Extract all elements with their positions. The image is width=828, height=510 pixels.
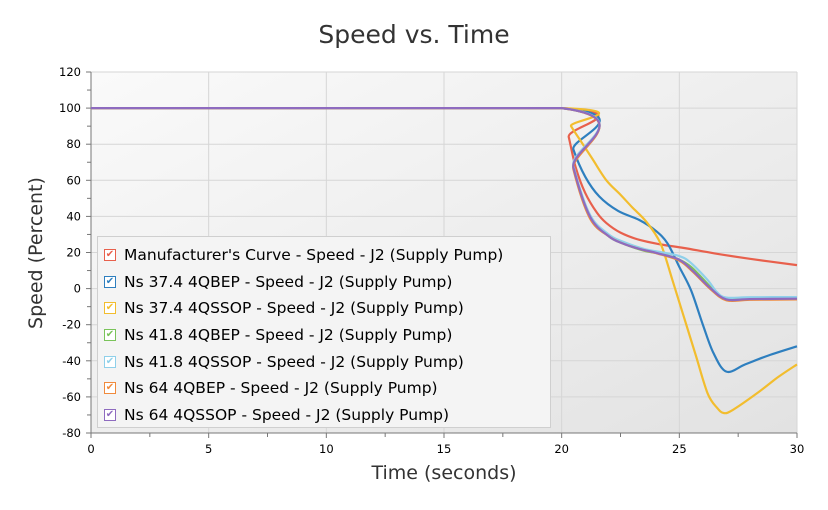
x-axis-label: Time (seconds) [371, 462, 517, 484]
x-tick-label: 20 [554, 442, 569, 456]
checkbox-icon[interactable]: ✔ [104, 355, 116, 368]
checkbox-icon[interactable]: ✔ [104, 329, 116, 342]
legend-label: Ns 64 4QSSOP - Speed - J2 (Supply Pump) [124, 405, 450, 424]
x-tick-label: 15 [437, 442, 452, 456]
x-tick-label: 30 [790, 442, 805, 456]
legend-item[interactable]: ✔ Ns 64 4QSSOP - Speed - J2 (Supply Pump) [98, 402, 550, 429]
legend-label: Ns 37.4 4QSSOP - Speed - J2 (Supply Pump… [124, 299, 464, 318]
y-tick-label: -80 [62, 426, 81, 440]
legend-item[interactable]: ✔ Ns 64 4QBEP - Speed - J2 (Supply Pump) [98, 375, 550, 402]
legend-item[interactable]: ✔ Ns 41.8 4QSSOP - Speed - J2 (Supply Pum… [98, 348, 550, 375]
legend-label: Ns 41.8 4QSSOP - Speed - J2 (Supply Pump… [124, 352, 464, 371]
y-tick-label: -20 [62, 318, 81, 332]
y-tick-label: 40 [66, 209, 81, 223]
chart-title: Speed vs. Time [318, 20, 510, 49]
y-tick-label: 80 [66, 137, 81, 151]
checkbox-icon[interactable]: ✔ [104, 382, 116, 395]
series-line-6 [91, 106, 798, 302]
checkbox-icon[interactable]: ✔ [104, 408, 116, 421]
legend-label: Ns 37.4 4QBEP - Speed - J2 (Supply Pump) [124, 272, 453, 291]
legend-item[interactable]: ✔ Ns 37.4 4QSSOP - Speed - J2 (Supply Pum… [98, 295, 550, 322]
y-tick-label: 20 [66, 246, 81, 260]
x-tick-label: 25 [672, 442, 687, 456]
y-tick-label: 0 [74, 282, 81, 296]
legend-item[interactable]: ✔ Ns 37.4 4QBEP - Speed - J2 (Supply Pump… [98, 269, 550, 296]
legend-item[interactable]: ✔ Manufacturer's Curve - Speed - J2 (Supp… [98, 242, 550, 269]
y-tick-label: -40 [62, 354, 81, 368]
series-line-2 [91, 106, 798, 415]
legend-label: Ns 64 4QBEP - Speed - J2 (Supply Pump) [124, 379, 438, 398]
y-tick-label: 100 [59, 101, 81, 115]
legend-label: Ns 41.8 4QBEP - Speed - J2 (Supply Pump) [124, 326, 453, 345]
x-tick-label: 5 [205, 442, 212, 456]
legend: ✔ Manufacturer's Curve - Speed - J2 (Supp… [97, 236, 551, 428]
checkbox-icon[interactable]: ✔ [104, 302, 116, 315]
legend-label: Manufacturer's Curve - Speed - J2 (Suppl… [124, 246, 504, 265]
checkbox-icon[interactable]: ✔ [104, 275, 116, 288]
x-tick-label: 0 [87, 442, 94, 456]
y-tick-label: 120 [59, 65, 81, 79]
checkbox-icon[interactable]: ✔ [104, 249, 116, 262]
legend-item[interactable]: ✔ Ns 41.8 4QBEP - Speed - J2 (Supply Pump… [98, 322, 550, 349]
y-tick-label: 60 [66, 173, 81, 187]
y-tick-label: -60 [62, 390, 81, 404]
x-tick-label: 10 [319, 442, 334, 456]
